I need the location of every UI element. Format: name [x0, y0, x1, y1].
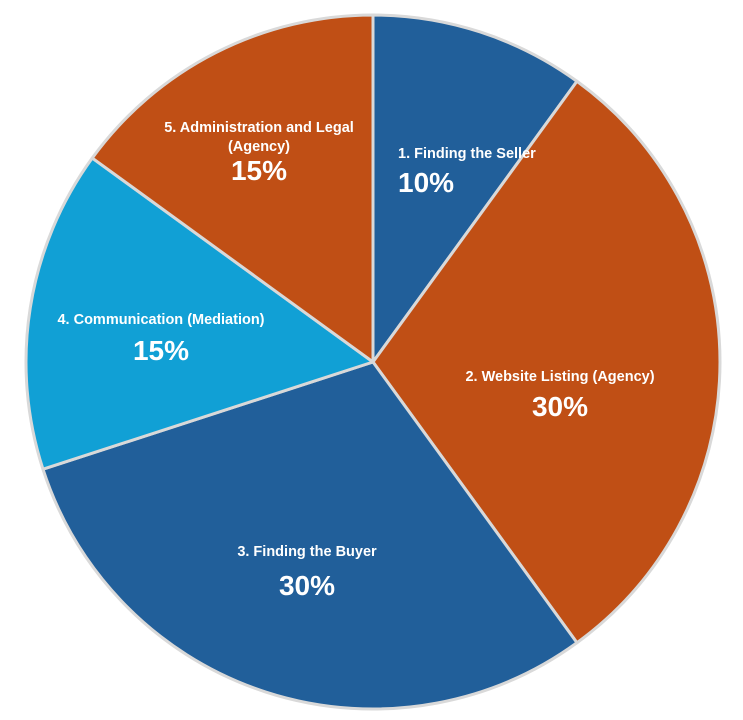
slice-1-name-line-1: 1. Finding the Seller: [398, 146, 536, 162]
pie-slice-2: [371, 79, 722, 645]
slice-4-name-line-1: 4. Communication (Mediation): [57, 312, 264, 328]
pie-labels: 1. Finding the Seller 10% 2. Website Listi…: [57, 120, 654, 601]
pie-slices: [24, 13, 722, 711]
pie-slice-3: [41, 360, 579, 711]
slice-3-value-label: 30%: [279, 570, 335, 601]
slice-3-name-line-1: 3. Finding the Buyer: [237, 544, 377, 560]
slice-4-value-label: 15%: [133, 335, 189, 366]
pie-slice-5: [90, 13, 375, 364]
pie-slice-1: [371, 13, 579, 364]
slice-2-name-line-1: 2. Website Listing (Agency): [465, 369, 654, 385]
slice-1-value-label: 10%: [398, 167, 454, 198]
slice-5-name-line-2: (Agency): [228, 139, 290, 155]
slice-5-name-line-1: 5. Administration and Legal: [164, 120, 354, 136]
slice-2-value-label: 30%: [532, 391, 588, 422]
pie-slice-4: [24, 156, 375, 471]
slice-5-value-label: 15%: [231, 155, 287, 186]
